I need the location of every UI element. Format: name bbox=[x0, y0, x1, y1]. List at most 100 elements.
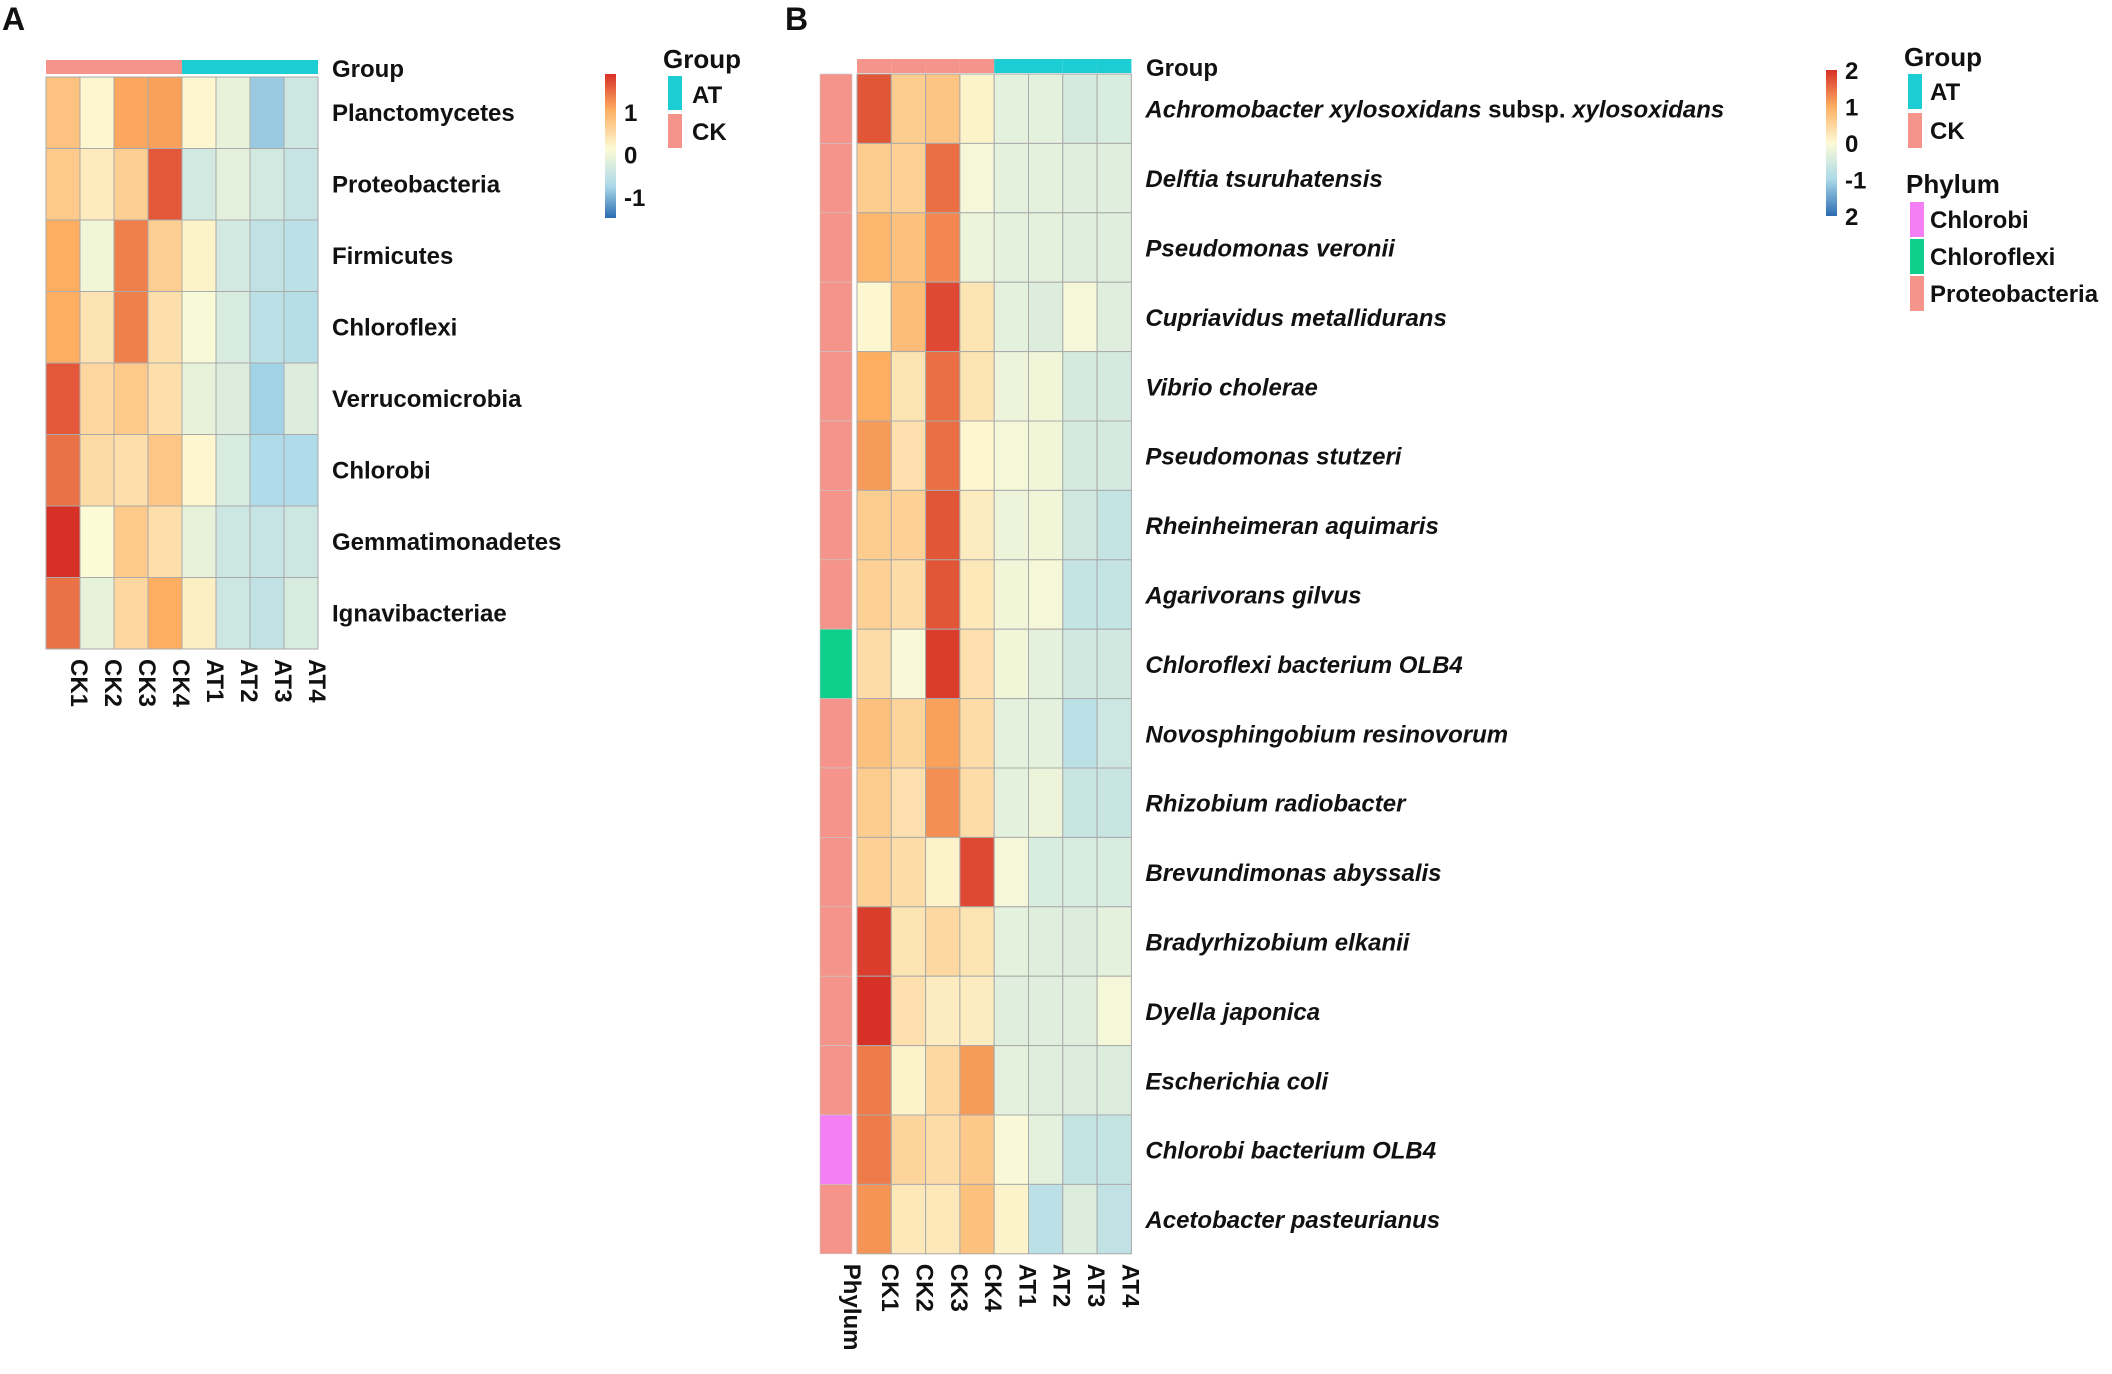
column-label: AT1 bbox=[201, 659, 228, 703]
panel-b-group-annotation bbox=[857, 59, 1132, 73]
heatmap-cell bbox=[1096, 212, 1132, 283]
heatmap-cell bbox=[249, 219, 285, 292]
panel-a-group-annotation bbox=[46, 60, 318, 74]
heatmap-cell bbox=[283, 505, 319, 578]
row-label: Cupriavidus metallidurans bbox=[1145, 305, 1446, 332]
heatmap-cell bbox=[1062, 906, 1098, 977]
heatmap-cell bbox=[181, 219, 217, 292]
heatmap-cell bbox=[993, 975, 1030, 1047]
heatmap-cell bbox=[925, 906, 961, 977]
row-label-species: Pseudomonas stutzeri bbox=[1145, 444, 1402, 471]
heatmap-cell bbox=[249, 577, 285, 650]
heatmap-cell bbox=[1028, 420, 1064, 491]
heatmap-cell bbox=[925, 351, 961, 422]
heatmap-cell bbox=[1096, 489, 1132, 561]
color-scale-tick: 0 bbox=[1845, 131, 1858, 158]
row-label-species: Achromobacter xylosoxidans bbox=[1144, 97, 1481, 124]
heatmap-cell bbox=[147, 434, 183, 507]
heatmap-cell bbox=[959, 489, 995, 561]
heatmap-cell bbox=[959, 420, 995, 491]
heatmap-cell bbox=[181, 577, 217, 650]
heatmap-cell bbox=[1096, 1183, 1132, 1255]
heatmap-cell bbox=[181, 505, 217, 578]
color-scale-tick: 2 bbox=[1845, 58, 1858, 85]
heatmap-cell bbox=[1062, 142, 1098, 214]
panel-b-legend-label-ck: CK bbox=[1930, 118, 1965, 145]
heatmap-cell bbox=[181, 148, 217, 221]
panel-b-phylum-legend: Phylum Chlorobi Chloroflexi Proteobacter… bbox=[1906, 169, 2099, 311]
row-label-species: Chlorobi bacterium OLB4 bbox=[1145, 1138, 1436, 1165]
heatmap-cell bbox=[283, 577, 319, 650]
heatmap-cell bbox=[1028, 836, 1064, 908]
row-label: Achromobacter xylosoxidans subsp. xyloso… bbox=[1144, 97, 1724, 124]
heatmap-cell bbox=[1096, 559, 1132, 630]
heatmap-cell bbox=[925, 281, 961, 353]
heatmap-cell bbox=[959, 142, 995, 214]
panel-b-legend-swatch-proteobacteria bbox=[1910, 276, 1924, 311]
heatmap-cell bbox=[1028, 142, 1064, 214]
heatmap-cell bbox=[113, 219, 149, 292]
heatmap-cell bbox=[113, 505, 149, 578]
heatmap-cell bbox=[1062, 975, 1098, 1047]
heatmap-cell bbox=[1028, 698, 1064, 769]
row-label-species: Vibrio cholerae bbox=[1145, 374, 1318, 401]
heatmap-cell bbox=[1028, 351, 1064, 422]
panel-a-legend-label-ck: CK bbox=[692, 119, 727, 146]
heatmap-cell bbox=[993, 1114, 1030, 1185]
heatmap-cell bbox=[79, 291, 115, 364]
heatmap-cell bbox=[283, 219, 319, 292]
row-label: Chlorobi bbox=[332, 457, 431, 484]
group-annotation-AT1 bbox=[182, 60, 216, 74]
heatmap-cell bbox=[1096, 1114, 1132, 1185]
heatmap-cell bbox=[147, 505, 183, 578]
column-label: AT3 bbox=[1082, 1264, 1109, 1308]
heatmap-cell bbox=[1062, 559, 1098, 630]
heatmap-cell bbox=[1062, 281, 1098, 353]
row-label-species: Dyella japonica bbox=[1145, 999, 1320, 1026]
heatmap-cell bbox=[925, 1045, 961, 1116]
column-label: CK3 bbox=[133, 659, 160, 707]
heatmap-cell bbox=[113, 291, 149, 364]
column-label: AT4 bbox=[1116, 1264, 1143, 1308]
phylum-annotation-proteobacteria bbox=[819, 212, 853, 283]
heatmap-cell bbox=[856, 836, 892, 908]
heatmap-cell bbox=[1062, 1045, 1098, 1116]
phylum-annotation-proteobacteria bbox=[819, 837, 853, 908]
heatmap-cell bbox=[79, 577, 115, 650]
heatmap-cell bbox=[856, 142, 892, 214]
panel-a-heatmap-cells bbox=[45, 76, 319, 650]
heatmap-cell bbox=[1062, 767, 1098, 838]
heatmap-cell bbox=[925, 1114, 961, 1185]
heatmap-cell bbox=[45, 505, 81, 578]
heatmap-cell bbox=[890, 73, 927, 144]
heatmap-cell bbox=[249, 76, 285, 149]
heatmap-cell bbox=[856, 1183, 892, 1255]
group-annotation-AT3 bbox=[1062, 59, 1098, 73]
heatmap-cell bbox=[1062, 489, 1098, 561]
heatmap-cell bbox=[1062, 628, 1098, 700]
heatmap-cell bbox=[1062, 73, 1098, 144]
phylum-annotation-proteobacteria bbox=[819, 420, 853, 491]
heatmap-cell bbox=[1096, 767, 1132, 838]
panel-a-legend-swatch-at bbox=[668, 76, 682, 110]
group-annotation-CK2 bbox=[891, 59, 926, 73]
heatmap-cell bbox=[283, 148, 319, 221]
phylum-annotation-proteobacteria bbox=[819, 906, 853, 977]
heatmap-cell bbox=[925, 489, 961, 561]
heatmap-cell bbox=[856, 1045, 892, 1116]
heatmap-cell bbox=[79, 219, 115, 292]
heatmap-cell bbox=[113, 577, 149, 650]
heatmap-cell bbox=[856, 489, 892, 561]
heatmap-cell bbox=[925, 628, 961, 700]
panel-b-group-label: Group bbox=[1146, 55, 1218, 82]
heatmap-cell bbox=[959, 698, 995, 769]
row-label-subspecies: xylosoxidans bbox=[1570, 97, 1724, 124]
group-annotation-AT4 bbox=[1097, 59, 1132, 73]
row-label-species: Chloroflexi bacterium OLB4 bbox=[1145, 652, 1462, 679]
group-annotation-CK4 bbox=[959, 59, 995, 73]
heatmap-cell bbox=[113, 148, 149, 221]
heatmap-cell bbox=[856, 628, 892, 700]
heatmap-cell bbox=[1028, 489, 1064, 561]
heatmap-cell bbox=[181, 362, 217, 435]
